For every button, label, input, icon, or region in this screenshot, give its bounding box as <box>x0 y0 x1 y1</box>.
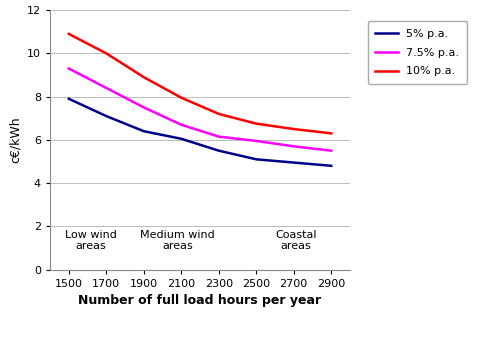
Text: Low wind
areas: Low wind areas <box>66 229 117 251</box>
Text: Medium wind
areas: Medium wind areas <box>140 229 215 251</box>
10% p.a. <box>291 127 297 131</box>
7.5% p.a. <box>178 123 184 127</box>
Line: 7.5% p.a.: 7.5% p.a. <box>69 68 331 151</box>
7.5% p.a. <box>216 134 222 139</box>
10% p.a. <box>216 112 222 116</box>
Legend: 5% p.a., 7.5% p.a., 10% p.a.: 5% p.a., 7.5% p.a., 10% p.a. <box>368 21 467 84</box>
5% p.a. <box>253 157 259 161</box>
7.5% p.a. <box>328 149 334 153</box>
7.5% p.a. <box>103 86 109 90</box>
Y-axis label: c€/kWh: c€/kWh <box>8 117 22 163</box>
5% p.a. <box>103 114 109 118</box>
5% p.a. <box>66 97 72 101</box>
5% p.a. <box>291 160 297 164</box>
10% p.a. <box>328 131 334 135</box>
7.5% p.a. <box>66 66 72 70</box>
7.5% p.a. <box>141 105 147 110</box>
5% p.a. <box>178 137 184 141</box>
10% p.a. <box>253 122 259 126</box>
10% p.a. <box>103 51 109 55</box>
Line: 10% p.a.: 10% p.a. <box>69 34 331 133</box>
5% p.a. <box>216 149 222 153</box>
7.5% p.a. <box>253 139 259 143</box>
10% p.a. <box>178 96 184 100</box>
5% p.a. <box>141 129 147 133</box>
Line: 5% p.a.: 5% p.a. <box>69 99 331 166</box>
Text: Coastal
areas: Coastal areas <box>275 229 316 251</box>
5% p.a. <box>328 164 334 168</box>
7.5% p.a. <box>291 144 297 148</box>
X-axis label: Number of full load hours per year: Number of full load hours per year <box>78 294 322 307</box>
10% p.a. <box>66 32 72 36</box>
10% p.a. <box>141 75 147 79</box>
